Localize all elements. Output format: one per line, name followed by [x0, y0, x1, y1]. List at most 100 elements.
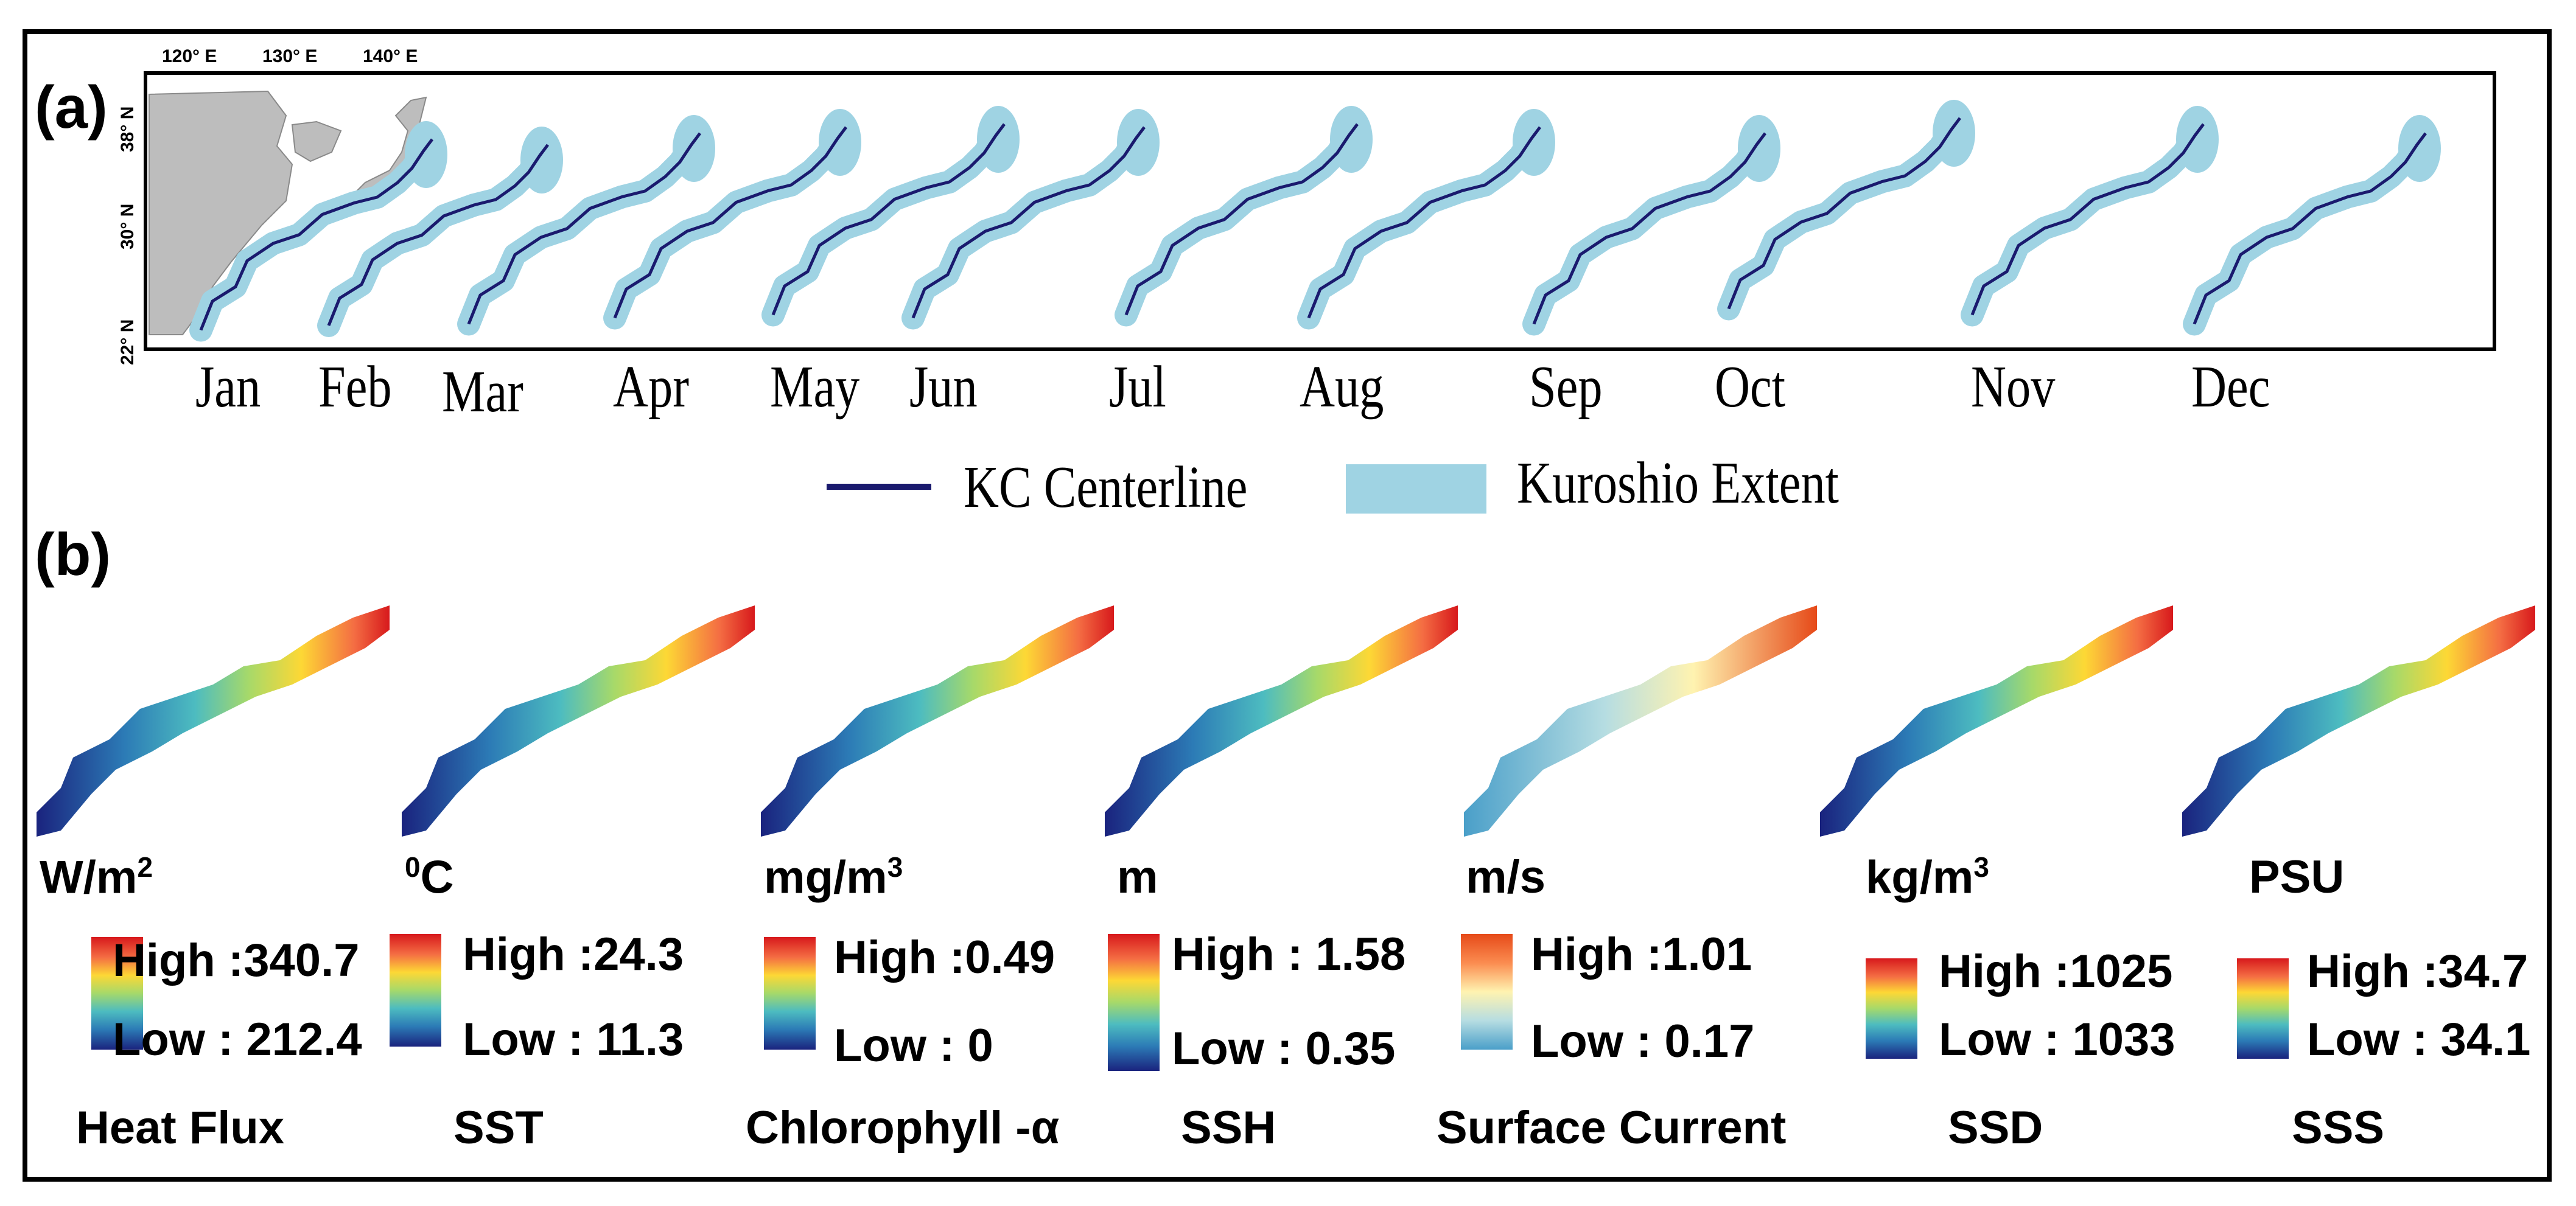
kuroshio-month-jun	[901, 109, 1160, 330]
kuroshio-extension-bulge	[520, 127, 563, 193]
low-value-heat-flux: Low : 212.4	[113, 1014, 362, 1065]
month-label-mar: Mar	[442, 359, 523, 425]
unit-superscript: 3	[887, 851, 903, 883]
latitude-label-22: 22° N	[117, 319, 138, 365]
kuroshio-month-dec	[2183, 115, 2441, 336]
kc-centerline	[199, 138, 433, 331]
kuroshio-extension-bulge	[1738, 115, 1780, 182]
kuroshio-extension-bulge	[673, 115, 715, 182]
map-ssh	[1105, 605, 1458, 837]
map-surface-current	[1464, 605, 1817, 837]
low-value-chlorophyll: Low : 0	[834, 1020, 993, 1072]
month-label-jul: Jul	[1109, 354, 1166, 420]
high-value-ssd: High :1025	[1939, 946, 2173, 997]
month-label-nov: Nov	[1971, 354, 2056, 420]
colorbar-ssh	[1108, 934, 1160, 1071]
panel-b-label: (b)	[35, 521, 111, 588]
kc-centerline	[1532, 132, 1766, 325]
kc-centerline	[1124, 123, 1359, 316]
kuroshio-monthly-paths	[189, 100, 2441, 342]
longitude-label-120: 120° E	[162, 46, 217, 66]
kuroshio-month-sep	[1522, 115, 1780, 336]
longitude-label-130: 130° E	[262, 46, 318, 66]
colorbar-heat-flux	[91, 937, 143, 1050]
variable-name-chlorophyll: Chlorophyll -α	[746, 1102, 1060, 1154]
unit-text: PSU	[2249, 851, 2345, 903]
high-value-sst: High :24.3	[463, 929, 684, 980]
low-value-sss: Low : 34.1	[2307, 1014, 2531, 1065]
kuroshio-month-jan	[189, 121, 447, 342]
colorbar-chlorophyll	[764, 937, 816, 1050]
variable-map-fill	[402, 605, 755, 837]
unit-text: m	[1117, 851, 1158, 903]
kuroshio-extension-bulge	[977, 106, 1020, 173]
colorbars	[91, 934, 2289, 1071]
kuroshio-extension-bulge	[1933, 100, 1975, 167]
kc-centerline	[2193, 132, 2427, 325]
kuroshio-month-may	[761, 106, 1020, 327]
variable-map-fill	[37, 605, 390, 837]
high-value-sss: High :34.7	[2307, 946, 2529, 997]
map-sst	[402, 605, 755, 837]
kuroshio-month-feb	[317, 127, 563, 337]
variable-name-sst: SST	[453, 1102, 544, 1154]
kc-centerline	[1970, 123, 2205, 316]
kc-centerline	[771, 123, 1006, 316]
unit-text: mg/m	[764, 851, 887, 904]
map-sss	[2182, 605, 2535, 837]
colorbar-sst	[390, 934, 441, 1047]
unit-ssh: m	[1117, 851, 1158, 904]
kuroshio-month-apr	[603, 109, 861, 330]
unit-superscript: 0	[405, 851, 421, 883]
kuroshio-month-oct	[1717, 100, 1975, 321]
panel-a-label: (a)	[35, 74, 108, 141]
kc-centerline	[467, 132, 701, 325]
map-ssd	[1820, 605, 2173, 837]
legend-centerline-label: KC Centerline	[964, 455, 1248, 520]
month-label-apr: Apr	[613, 354, 689, 420]
month-label-may: May	[770, 354, 860, 420]
legend-extent-label: Kuroshio Extent	[1517, 450, 1839, 516]
low-value-ssd: Low : 1033	[1939, 1014, 2175, 1065]
colorbar-sss	[2237, 958, 2289, 1059]
unit-text: C	[420, 851, 454, 904]
variable-maps	[37, 605, 2535, 837]
kuroshio-extension-bulge	[2176, 106, 2219, 173]
month-label-jan: Jan	[195, 354, 261, 420]
variable-map-fill	[1105, 605, 1458, 837]
unit-chlorophyll: mg/m3	[764, 851, 903, 904]
variable-name-heat-flux: Heat Flux	[76, 1102, 285, 1154]
unit-text: W/m	[40, 851, 138, 904]
kc-centerline	[1307, 126, 1541, 319]
kuroshio-month-nov	[1961, 106, 2219, 327]
variable-name-sss: SSS	[2292, 1102, 2385, 1154]
variable-name-surface-current: Surface Current	[1437, 1102, 1787, 1154]
latitude-label-38: 38° N	[117, 106, 138, 152]
kuroshio-extension-bulge	[1117, 109, 1160, 176]
unit-ssd: kg/m3	[1866, 851, 1989, 904]
month-label-dec: Dec	[2191, 354, 2270, 420]
kuroshio-extension-bulge	[1513, 109, 1555, 176]
unit-sss: PSU	[2249, 851, 2344, 904]
high-value-surface-current: High :1.01	[1531, 929, 1752, 980]
map-heat-flux	[37, 605, 390, 837]
longitude-label-140: 140° E	[363, 46, 418, 66]
high-value-chlorophyll: High :0.49	[834, 932, 1055, 983]
kuroshio-extension-bulge	[2398, 115, 2441, 182]
colorbar-ssd	[1866, 958, 1917, 1059]
month-label-sep: Sep	[1529, 354, 1603, 420]
unit-superscript: 2	[137, 851, 153, 883]
low-value-sst: Low : 11.3	[463, 1014, 684, 1065]
unit-sst: 0C	[405, 851, 453, 904]
kuroshio-month-jul	[1115, 106, 1373, 327]
month-label-feb: Feb	[318, 354, 392, 420]
kuroshio-month-mar	[457, 115, 715, 336]
map-chlorophyll	[761, 605, 1114, 837]
unit-text: kg/m	[1866, 851, 1974, 904]
variable-map-fill	[1464, 605, 1817, 837]
unit-surface-current: m/s	[1466, 851, 1545, 904]
variable-map-fill	[761, 605, 1114, 837]
kc-centerline	[1727, 117, 1961, 310]
